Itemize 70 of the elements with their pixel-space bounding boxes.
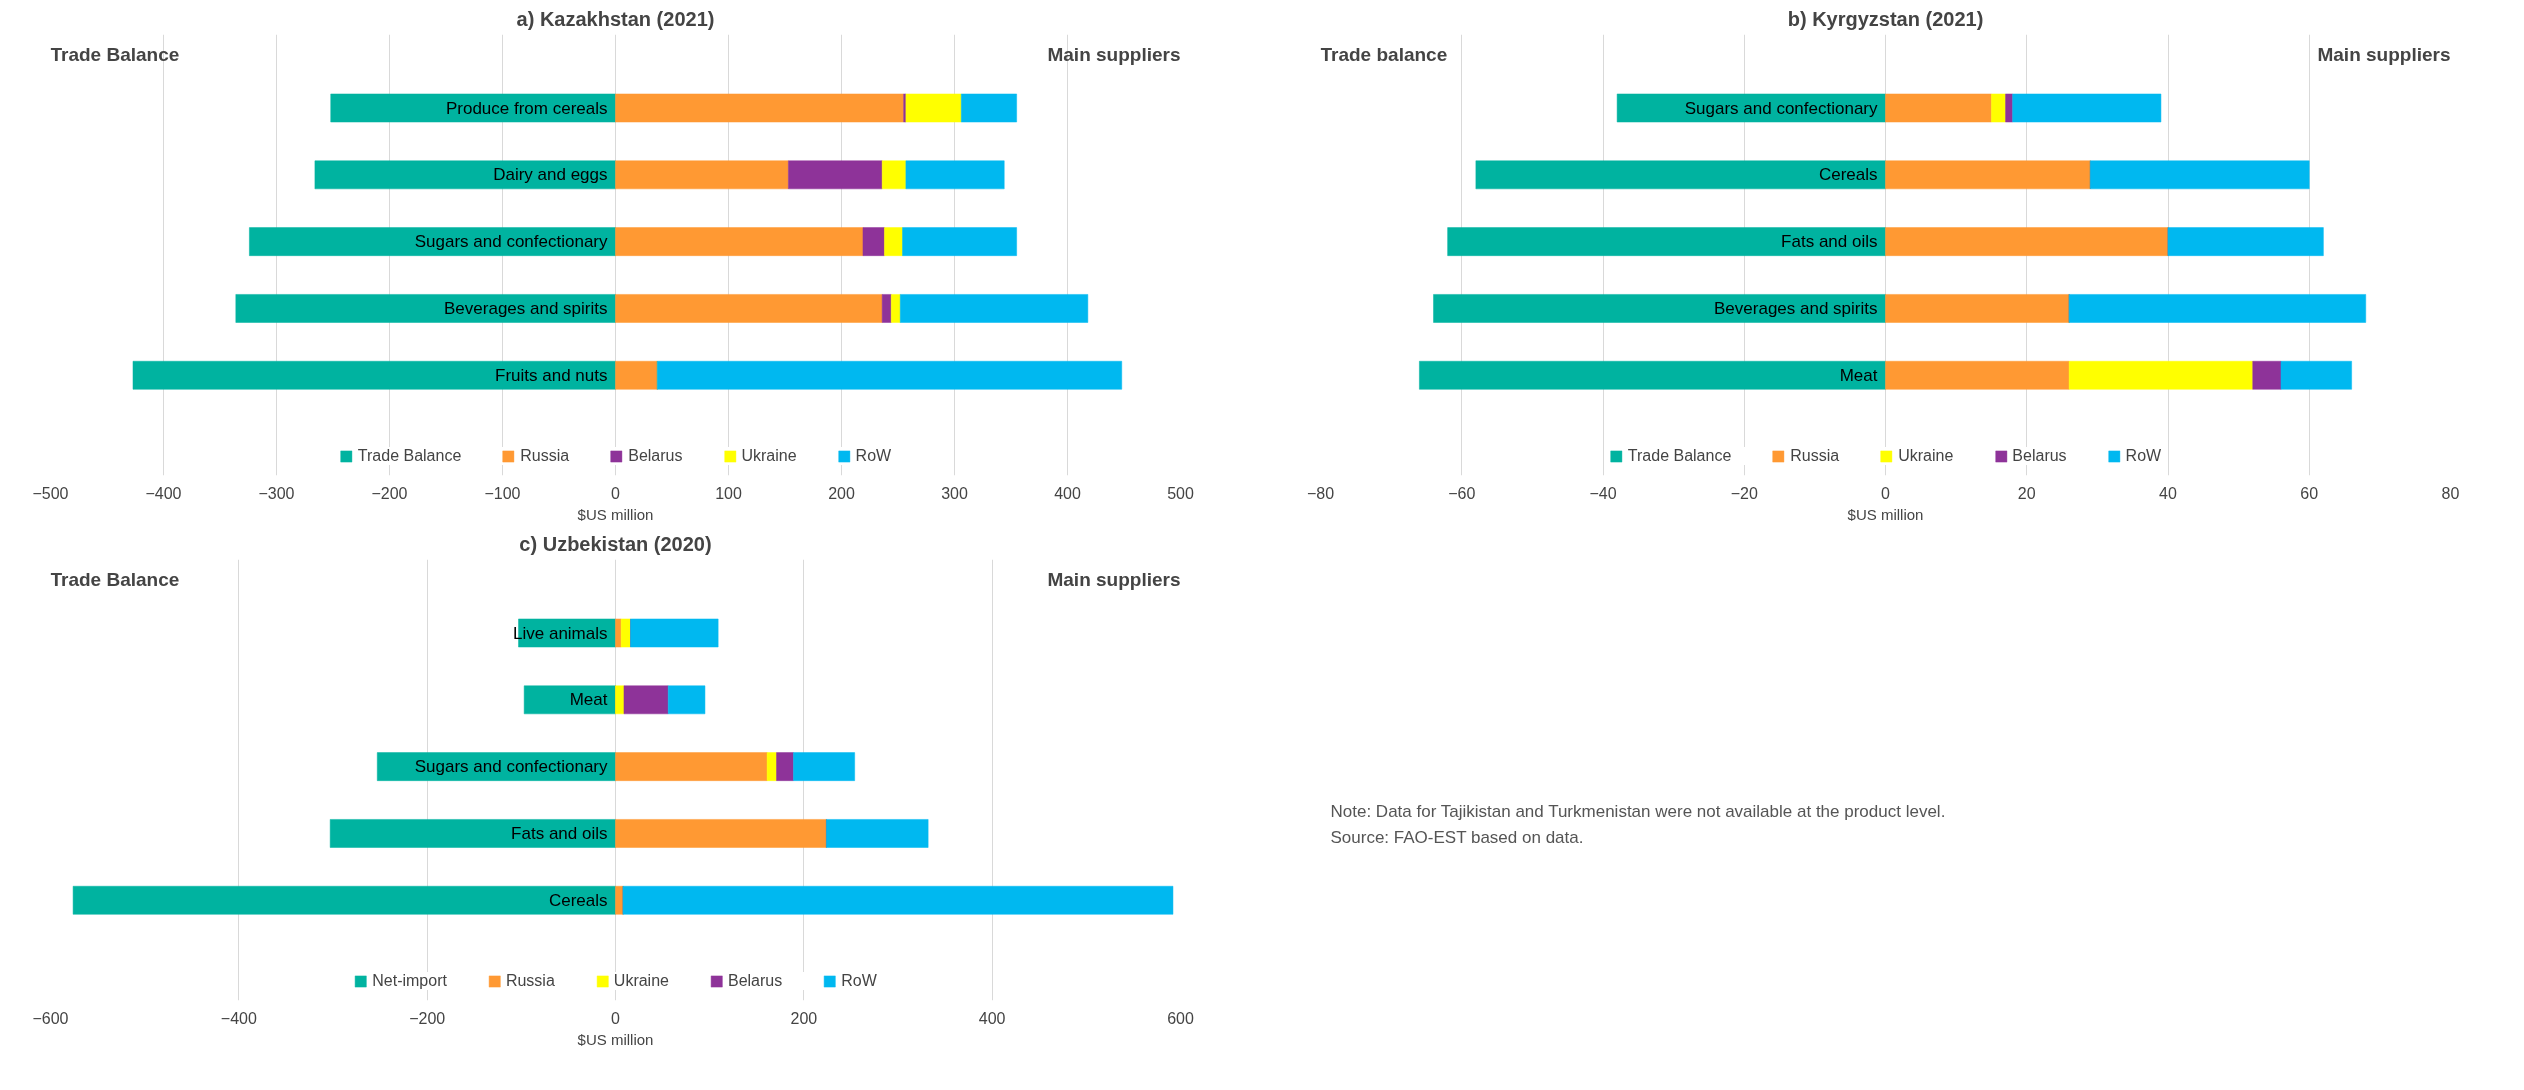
y-tick-label: Beverages and spirits: [1714, 298, 1878, 318]
x-tick-label: 200: [828, 484, 855, 502]
y-tick-label: Cereals: [548, 890, 608, 910]
y-tick-label: Fats and oils: [511, 823, 608, 843]
chart-title: b) Kyrgyzstan (2021): [1787, 7, 1984, 30]
x-tick-label: −500: [32, 484, 69, 502]
x-tick-label: −400: [220, 1009, 257, 1027]
text: Trade Balance: [50, 568, 180, 590]
text: Note: Data for Tajikistan and Turkmenistan were not available at the product level.: [1330, 801, 1946, 821]
legend-label: Ukraine: [1898, 447, 1954, 465]
x-tick-label: 0: [611, 1009, 621, 1027]
legend-label: RoW: [855, 447, 892, 465]
x-tick-label: 80: [2441, 484, 2460, 502]
x-tick-label: 600: [1167, 1009, 1194, 1027]
legend-label: Russia: [520, 447, 570, 465]
text: Trade Balance: [50, 43, 180, 65]
y-tick-label: Sugars and confectionary: [1684, 98, 1878, 118]
x-tick-label: 500: [1167, 484, 1194, 502]
legend-label: RoW: [841, 972, 877, 990]
x-tick-label: 40: [2159, 484, 2177, 502]
x-tick-label: 20: [2017, 484, 2036, 502]
x-tick-label: −60: [1448, 484, 1476, 502]
x-tick-label: −40: [1589, 484, 1617, 502]
y-tick-label: Sugars and confectionary: [414, 232, 608, 252]
source-note: Source: FAO-EST based on data.: [1330, 827, 1584, 847]
x-tick-label: 400: [978, 1009, 1006, 1027]
y-tick-label: Cereals: [1818, 165, 1878, 185]
x-tick-label: −200: [371, 484, 408, 502]
legend-label: Belarus: [2012, 447, 2067, 465]
y-tick-label: Beverages and spirits: [444, 298, 608, 318]
legend-label: Russia: [505, 972, 555, 990]
chart-title: c) Uzbekistan (2020): [519, 532, 712, 555]
x-tick-label: −200: [409, 1009, 446, 1027]
x-tick-label: −20: [1730, 484, 1758, 502]
x-tick-label: 0: [1881, 484, 1891, 502]
legend-label: Net-import: [372, 972, 447, 990]
y-tick-label: Fats and oils: [1781, 232, 1878, 252]
x-tick-label: −100: [484, 484, 521, 502]
x-tick-label: 100: [715, 484, 742, 502]
y-tick-label: Produce from cereals: [445, 98, 608, 118]
x-tick-label: −300: [258, 484, 295, 502]
x-axis-title: $US million: [577, 505, 654, 523]
legend-label: Trade Balance: [357, 447, 462, 465]
text: Main suppliers: [1047, 568, 1181, 590]
y-tick-label: Dairy and eggs: [493, 165, 608, 185]
text: Main suppliers: [1047, 43, 1181, 65]
x-tick-label: 200: [790, 1009, 818, 1027]
text: Main suppliers: [2317, 43, 2451, 65]
x-axis-title: $US million: [1847, 505, 1924, 523]
x-tick-label: 60: [2300, 484, 2319, 502]
x-tick-label: 400: [1054, 484, 1081, 502]
legend-label: RoW: [2125, 447, 2162, 465]
y-tick-label: Sugars and confectionary: [414, 757, 608, 777]
x-tick-label: −600: [32, 1009, 69, 1027]
x-axis-title: $US million: [577, 1030, 654, 1048]
x-tick-label: −400: [145, 484, 182, 502]
y-tick-label: Meat: [1839, 365, 1878, 385]
y-tick-label: Fruits and nuts: [495, 365, 608, 385]
y-tick-label: Meat: [569, 690, 608, 710]
x-tick-label: −80: [1306, 484, 1335, 502]
legend-label: Belarus: [727, 972, 783, 990]
chart-title: a) Kazakhstan (2021): [516, 7, 715, 30]
legend-label: Ukraine: [741, 447, 797, 465]
legend-label: Ukraine: [613, 972, 669, 990]
legend-label: Belarus: [628, 447, 683, 465]
legend-label: Russia: [1790, 447, 1840, 465]
x-tick-label: 0: [611, 484, 621, 502]
legend-label: Trade Balance: [1627, 447, 1732, 465]
x-tick-label: 300: [941, 484, 968, 502]
text: Trade balance: [1320, 43, 1448, 65]
